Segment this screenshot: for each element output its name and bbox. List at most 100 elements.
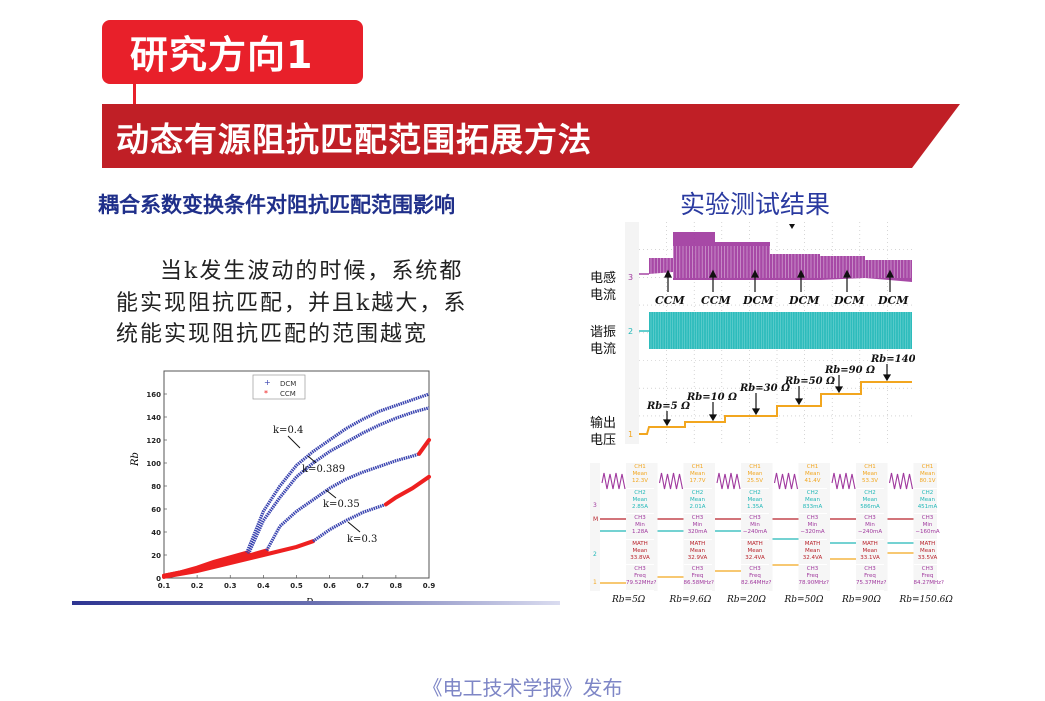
- measure-ch2-line-0: CH2: [691, 489, 704, 496]
- measure-math: MATH Mean 33.1VA: [856, 540, 884, 566]
- panel-ch3-wave: [888, 472, 914, 490]
- rb-caption-5: Rb=90Ω: [842, 595, 881, 605]
- scope-bottom-measurements: 3 M 2 1 CH1 Mean 12.3V CH2 Mean 2.85A CH3 Min 1.28A M…: [590, 463, 944, 591]
- x-tick-label: 0.6: [323, 582, 336, 590]
- measure-ch1-line-1: Mean: [690, 471, 705, 477]
- measure-ch1-line-0: CH1: [806, 464, 819, 470]
- ch3-marker: 3: [628, 273, 633, 282]
- y-tick-label: 20: [151, 552, 161, 560]
- measure-freq-line-1: Freq: [691, 573, 704, 580]
- y-tick-label: 140: [146, 414, 161, 422]
- measure-ch1-line-2: 53.3V: [861, 478, 878, 484]
- measure-freq-line-2: 86.58MHz?: [683, 580, 714, 587]
- series-k=0.3-dcm: [312, 502, 387, 543]
- measure-ch3-line-1: Min: [750, 522, 760, 529]
- trigger-marker-icon: [789, 224, 795, 229]
- rb-label-6: Rb=140 Ω: [870, 354, 915, 365]
- measure-ch2: CH2 Mean 586mA: [856, 489, 884, 515]
- measure-ch1: CH1 Mean 41.4V: [798, 463, 827, 489]
- mode-arrow-head: [886, 269, 894, 278]
- section-tag-text: 研究方向1: [130, 33, 314, 77]
- measure-ch2-line-0: CH2: [634, 489, 646, 496]
- measure-ch3: CH3 Min 320mA: [683, 514, 712, 540]
- series-k=0.4-dcm: [245, 392, 430, 554]
- measure-ch1: CH1 Mean 53.3V: [856, 463, 884, 489]
- mode-arrow-head: [664, 269, 672, 278]
- measure-math-line-0: MATH: [747, 540, 763, 547]
- scope-marker: M: [593, 516, 598, 523]
- x-tick-label: 0.3: [224, 582, 237, 590]
- measure-ch1-line-0: CH1: [634, 464, 646, 470]
- mode-arrow-head: [751, 269, 759, 278]
- measure-ch3: CH3 Min −240mA: [741, 514, 769, 540]
- series-k=0.35-dcm: [265, 452, 420, 552]
- rb-arrow-head: [662, 419, 672, 427]
- series-k=0.389-dcm: [247, 406, 430, 555]
- mode-arrow-head: [843, 269, 851, 278]
- panel-ch3-wave: [658, 472, 684, 490]
- measure-ch3-line-1: Min: [807, 522, 818, 529]
- measure-ch3-line-1: Min: [692, 522, 703, 529]
- tag-connector: [133, 84, 136, 106]
- measure-ch2-line-0: CH2: [749, 489, 761, 496]
- slide-title: 动态有源阻抗匹配范围拓展方法: [116, 120, 592, 159]
- measure-ch1-line-0: CH1: [691, 464, 704, 470]
- rb-caption-3: Rb=20Ω: [727, 595, 766, 605]
- section-tag: [102, 20, 363, 84]
- x-tick-label: 0.5: [290, 582, 303, 590]
- annotation-k-0-389: k=0.389: [302, 464, 345, 475]
- measure-ch2-line-1: Mean: [690, 496, 705, 503]
- measure-ch2-line-2: 1.35A: [746, 503, 763, 510]
- measure-freq-line-2: 78.90MHz?: [798, 580, 829, 587]
- measure-freq-line-2: 84.27MHz?: [913, 580, 944, 587]
- measure-ch2-line-2: 451mA: [917, 503, 938, 510]
- measure-ch3: CH3 Min −240mA: [856, 514, 884, 540]
- measure-ch1-line-2: 80.1V: [919, 478, 936, 484]
- measure-freq-line-0: CH3: [864, 566, 876, 573]
- y-tick-label: 0: [156, 575, 161, 583]
- series-k=0.3-ccm: [162, 539, 316, 579]
- series-k=0.3-ccm-tail: [383, 474, 431, 507]
- y-tick-label: 100: [146, 460, 161, 468]
- measure-ch1-line-2: 17.7V: [689, 478, 706, 484]
- title-ribbon: [102, 104, 960, 168]
- mode-label-1: CCM: [655, 294, 686, 307]
- measure-math-line-2: 32.4VA: [745, 554, 765, 561]
- rb-arrow-head: [708, 414, 718, 422]
- rb-label-5: Rb=90 Ω: [824, 365, 875, 376]
- measure-freq: CH3 Freq 86.58MHz?: [683, 565, 714, 591]
- measure-freq: CH3 Freq 75.37MHz?: [856, 565, 886, 591]
- annotation-k-0-3: k=0.3: [347, 534, 377, 545]
- measure-freq-line-1: Freq: [806, 573, 819, 580]
- ch2-resonant-current-trace: [649, 312, 912, 349]
- measure-ch2: CH2 Mean 1.35A: [741, 489, 769, 515]
- measure-math-line-0: MATH: [632, 540, 648, 547]
- legend-dcm-marker: +: [264, 378, 271, 387]
- measure-ch2: CH2 Mean 833mA: [798, 489, 827, 515]
- measure-ch1-line-1: Mean: [920, 471, 935, 477]
- panel-ch3-wave: [601, 472, 626, 490]
- measure-freq-line-2: 82.64MHz?: [741, 580, 772, 587]
- measure-ch2-line-1: Mean: [862, 496, 878, 503]
- measure-ch3: CH3 Min 1.28A: [626, 514, 654, 540]
- scope-marker: 2: [593, 551, 597, 558]
- measure-freq-line-0: CH3: [634, 566, 646, 573]
- mode-arrow-head: [709, 269, 717, 278]
- legend-ccm-marker: *: [264, 389, 268, 398]
- measure-ch3-line-0: CH3: [749, 515, 761, 522]
- measure-freq-line-0: CH3: [691, 566, 704, 573]
- rb-label-4: Rb=50 Ω: [784, 376, 835, 387]
- measure-ch1-line-2: 41.4V: [804, 478, 821, 484]
- measure-freq-line-1: Freq: [921, 573, 934, 580]
- rb-caption-6: Rb=150.6Ω: [899, 595, 953, 605]
- measure-math-line-0: MATH: [689, 540, 706, 547]
- scope-top-waveform: 3 2 1 CCM CCM DCM DCM DCM DCM Rb=5 Ω Rb=…: [625, 222, 915, 444]
- measure-ch3-line-0: CH3: [806, 515, 819, 522]
- annotation-k-0-4: k=0.4: [273, 425, 303, 436]
- measure-freq-line-0: CH3: [806, 566, 819, 573]
- legend-box: [252, 374, 306, 400]
- measure-math-line-0: MATH: [862, 540, 878, 547]
- measure-ch2-line-0: CH2: [806, 489, 819, 496]
- rb-arrow-head: [751, 408, 761, 416]
- rb-arrow-head: [794, 398, 804, 406]
